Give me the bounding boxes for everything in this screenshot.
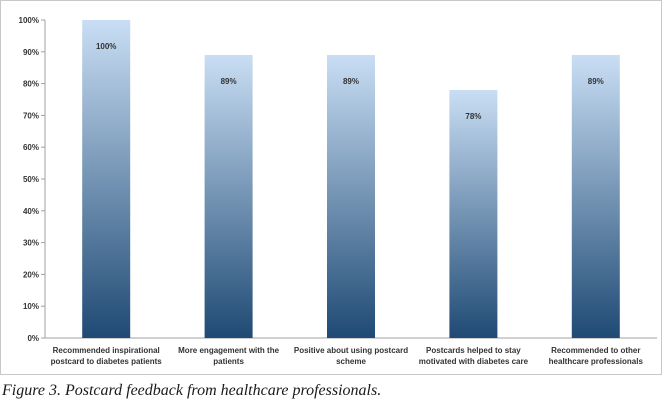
bar (82, 20, 131, 338)
y-tick-label: 40% (23, 207, 39, 216)
chart-frame: 0% 10% 20% 30% 40% 50% 60% 70% 80% 90% 100% 100% 89… (0, 0, 662, 375)
y-tick-label: 70% (23, 111, 39, 120)
y-tick-label: 100% (19, 16, 39, 25)
data-labels: 100% 89% 89% 78% 89% (96, 42, 604, 121)
y-tick-label: 60% (23, 143, 39, 152)
category-label: Recommended inspirational postcard to dia… (51, 346, 163, 366)
bar (449, 89, 498, 339)
bar (204, 54, 253, 338)
category-label: Positive about using postcard scheme (294, 346, 408, 366)
y-tick-label: 50% (23, 175, 39, 184)
data-label: 89% (343, 77, 359, 86)
bar (571, 54, 620, 338)
y-tick-label: 10% (23, 302, 39, 311)
data-label: 100% (96, 42, 116, 51)
y-tick-label: 20% (23, 270, 39, 279)
category-label: Postcards helped to stay motivated with d… (419, 346, 529, 366)
bar-chart: 0% 10% 20% 30% 40% 50% 60% 70% 80% 90% 100% 100% 89… (19, 16, 657, 366)
category-label: Recommended to other healthcare professio… (549, 346, 644, 366)
figure-caption: Figure 3. Postcard feedback from healthc… (2, 382, 382, 399)
category-label: More engagement with the patients (178, 346, 279, 366)
data-label: 89% (221, 77, 237, 86)
data-label: 89% (588, 77, 604, 86)
y-tick-label: 0% (27, 334, 39, 343)
y-tick-label: 30% (23, 239, 39, 248)
y-axis: 0% 10% 20% 30% 40% 50% 60% 70% 80% 90% 100% (19, 16, 46, 343)
y-tick-label: 80% (23, 80, 39, 89)
category-labels: Recommended inspirational postcard to dia… (51, 346, 644, 366)
data-label: 78% (465, 112, 481, 121)
bar (327, 54, 375, 338)
y-tick-label: 90% (23, 48, 39, 57)
bars (82, 20, 620, 339)
